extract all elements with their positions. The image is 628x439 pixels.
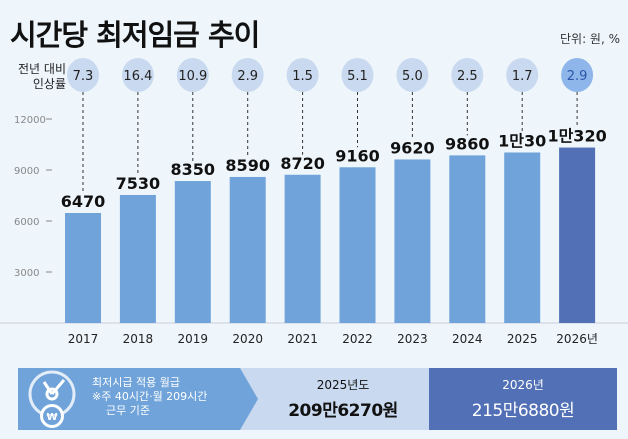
- growth-rate-circle: [67, 58, 99, 92]
- y-tick-label: 6000: [14, 217, 39, 228]
- wage-2026-amount: 215만6880원: [471, 401, 575, 421]
- label-line: 근무 기준: [106, 404, 150, 417]
- bar: [229, 176, 266, 323]
- wage-2026-year: 2026년: [502, 378, 544, 392]
- label-line: ※주 40시간·월 209시간: [92, 390, 208, 403]
- growth-rate-label: 5.1: [347, 69, 368, 84]
- growth-rate-label: 10.9: [178, 69, 207, 84]
- x-tick-label: 2017: [68, 332, 99, 346]
- data-label: 8350: [171, 160, 216, 179]
- data-label: 9620: [390, 138, 435, 157]
- wage-2025-amount: 209만6270원: [288, 401, 398, 421]
- growth-rate-circle: [506, 58, 539, 92]
- x-tick-label: 2019: [178, 332, 209, 346]
- y-tick-label: 3000: [14, 268, 39, 279]
- bar: [504, 152, 541, 323]
- bar: [339, 167, 376, 323]
- rate-label-line: 전년 대비: [18, 62, 66, 76]
- growth-rate-label: 2.9: [237, 69, 258, 84]
- growth-rate-label: 1.5: [292, 69, 313, 84]
- growth-rate-circle: [341, 58, 374, 92]
- bar-chart: 3000 6000 9000 12000 7.3 6470 2017 16.4 7530 2018…: [0, 58, 628, 346]
- monthly-wage-panel: ₩ 최저시급 적용 월급 ※주 40시간·월 209시간 근무 기준 2025년…: [18, 368, 617, 430]
- bar: [449, 155, 486, 323]
- x-tick-label: 2021: [287, 332, 318, 346]
- y-tick-label: 9000: [14, 166, 39, 177]
- page-title: 시간당 최저임금 추이: [10, 18, 260, 52]
- growth-rate-label: 2.5: [457, 69, 478, 84]
- growth-rate-label: 16.4: [123, 69, 152, 84]
- x-tick-label: 2022: [342, 332, 373, 346]
- growth-rate-label: 7.3: [73, 69, 94, 84]
- growth-rate-circle: [451, 58, 484, 92]
- growth-rate-circle: [561, 58, 594, 92]
- growth-rate-label: 1.7: [512, 69, 533, 84]
- x-tick-label: 2018: [123, 332, 154, 346]
- rate-label-line: 인상률: [32, 77, 66, 91]
- x-tick-label: 2026년: [556, 332, 598, 346]
- y-tick-label: 12000: [14, 115, 46, 126]
- data-label: 8720: [280, 154, 325, 173]
- unit-label: 단위: 원, %: [559, 32, 620, 46]
- x-tick-label: 2024: [452, 332, 483, 346]
- data-label: 1만320: [547, 127, 606, 146]
- bar: [284, 174, 321, 323]
- growth-rate-circle: [231, 58, 264, 92]
- growth-rate-circle: [286, 58, 319, 92]
- data-label: 7530: [116, 174, 161, 193]
- monthly-wage-label-box: ₩ 최저시급 적용 월급 ※주 40시간·월 209시간 근무 기준: [18, 368, 258, 430]
- bar: [394, 159, 431, 323]
- data-label: 9160: [335, 146, 380, 165]
- data-label: 9860: [445, 134, 490, 153]
- data-label: 8590: [225, 156, 270, 175]
- label-line: 최저시급 적용 월급: [92, 376, 180, 389]
- bar: [174, 181, 211, 323]
- bar: [559, 147, 596, 323]
- data-label: 1만30: [498, 131, 546, 150]
- bar: [65, 213, 101, 323]
- growth-rate-circle: [121, 58, 154, 92]
- svg-text:₩: ₩: [46, 412, 57, 423]
- clock-won-icon: ₩: [28, 370, 76, 428]
- x-tick-label: 2023: [397, 332, 428, 346]
- wage-2025-year: 2025년도: [316, 378, 370, 392]
- growth-rate-label: 2.9: [567, 69, 588, 84]
- bar: [119, 194, 156, 323]
- rate-label: 전년 대비 인상률: [6, 62, 66, 92]
- x-tick-label: 2025: [507, 332, 538, 346]
- wage-2026-box: 2026년 215만6880원: [429, 368, 617, 430]
- monthly-wage-description: 최저시급 적용 월급 ※주 40시간·월 209시간 근무 기준: [92, 376, 207, 418]
- x-tick-label: 2020: [232, 332, 263, 346]
- growth-rate-circle: [396, 58, 429, 92]
- growth-rate-circle: [176, 58, 209, 92]
- data-label: 6470: [61, 192, 106, 211]
- wage-2025-box: 2025년도 209만6270원: [218, 368, 448, 430]
- growth-rate-label: 5.0: [402, 69, 423, 84]
